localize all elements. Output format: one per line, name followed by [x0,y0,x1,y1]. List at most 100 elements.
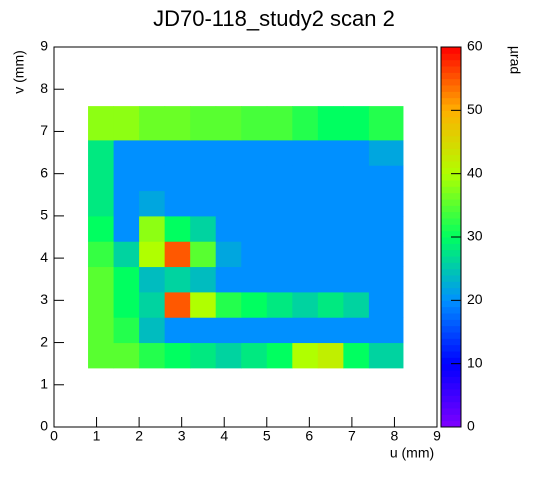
colorbar-swatch [441,116,461,124]
heatmap-cell [139,266,166,293]
heatmap-cell [215,317,242,344]
heatmap-cell [343,241,370,268]
heatmap-cell [266,291,293,318]
heatmap-cell [88,165,115,192]
heatmap-cell [215,215,242,242]
heatmap-cell [164,106,191,141]
colorbar-swatch [441,218,461,225]
heatmap-cell [164,291,191,318]
y-tick-label: 5 [40,207,48,223]
heatmap-cell [139,215,166,242]
heatmap-cell [317,317,344,344]
x-tick-label: 6 [305,428,313,444]
x-tick-label: 2 [135,428,143,444]
heatmap-cell [368,139,404,166]
heatmap-cell [266,165,293,192]
heatmap-cell [113,241,140,268]
heatmap-cell [343,139,370,166]
heatmap-cell [292,342,319,369]
colorbar-swatch [441,205,461,213]
colorbar-swatch [441,237,461,244]
heatmap-cell [292,266,319,293]
colorbar-swatch [441,319,461,327]
heatmap-cell [292,291,319,318]
heatmap-cell [88,139,115,166]
heatmap-cell [266,241,293,268]
heatmap-cell [241,139,268,166]
heatmap-cell [241,342,268,369]
colorbar-swatch [441,281,461,289]
heatmap-cell [292,190,319,217]
colorbar-swatch [441,332,461,339]
heatmap-cell [113,291,140,318]
heatmap-cell [368,291,404,318]
heatmap-cell [343,342,370,369]
heatmap-cell [164,241,191,268]
colorbar-swatch [441,376,461,384]
heatmap-cell [241,215,268,242]
heatmap-cell [292,139,319,166]
colorbar-swatch [441,85,461,92]
colorbar-swatch [441,123,461,130]
heatmap-cell [317,291,344,318]
colorbar-swatch [441,262,461,270]
heatmap-cell [343,266,370,293]
heatmap-cell [190,241,217,268]
colorbar-swatch [441,211,461,219]
colorbar-swatch [441,338,461,346]
y-tick-label: 8 [40,80,48,96]
heatmap-cell [113,266,140,293]
heatmap-cell [368,165,404,192]
colorbar-swatch [441,135,461,143]
heatmap-cell [215,165,242,192]
heatmap-cell [292,215,319,242]
heatmap-cell [266,266,293,293]
heatmap-cell [139,241,166,268]
y-axis-label: v (mm) [11,50,27,94]
heatmap-cell [266,139,293,166]
colorbar-swatch [441,325,461,333]
heatmap-cell [215,106,242,141]
heatmap-cell [113,139,140,166]
x-tick-label: 7 [348,428,356,444]
heatmap-cell [88,266,115,293]
chart-title: JD70-118_study2 scan 2 [153,6,395,31]
colorbar-swatch [441,66,461,73]
heatmap-cell [317,106,344,141]
heatmap-cell [266,317,293,344]
colorbar-swatch [441,53,461,61]
colorbar-swatch [441,420,461,428]
colorbar-swatch [441,224,461,232]
heatmap-cell [190,165,217,192]
heatmap-cell [368,190,404,217]
heatmap-cell [241,291,268,318]
heatmap-cell [266,215,293,242]
heatmap-cell [215,139,242,166]
colorbar-swatch [441,275,461,282]
colorbar-tick-label: 10 [467,354,483,370]
heatmap-cell [343,215,370,242]
y-tick-label: 1 [40,375,48,391]
colorbar-label: µrad [507,46,523,74]
colorbar-swatch [441,294,461,301]
heatmap-cell [88,106,115,141]
y-tick-label: 9 [40,38,48,54]
heatmap-cell [292,241,319,268]
colorbar-swatch [441,243,461,251]
heatmap-cell [215,266,242,293]
heatmap-cell [139,190,166,217]
heatmap-cell [190,291,217,318]
heatmap-cell [215,291,242,318]
colorbar-swatch [441,230,461,238]
colorbar-swatch [441,268,461,276]
heatmap-cell [215,190,242,217]
heatmap-cell [292,106,319,141]
heatmap-cell [113,190,140,217]
colorbar-swatch [441,414,461,422]
heatmap-cell [190,106,217,141]
heatmap-cell [139,317,166,344]
heatmap-cell [88,241,115,268]
colorbar-tick-label: 50 [467,101,483,117]
heatmap-cell [88,317,115,344]
heatmap-cell [292,165,319,192]
